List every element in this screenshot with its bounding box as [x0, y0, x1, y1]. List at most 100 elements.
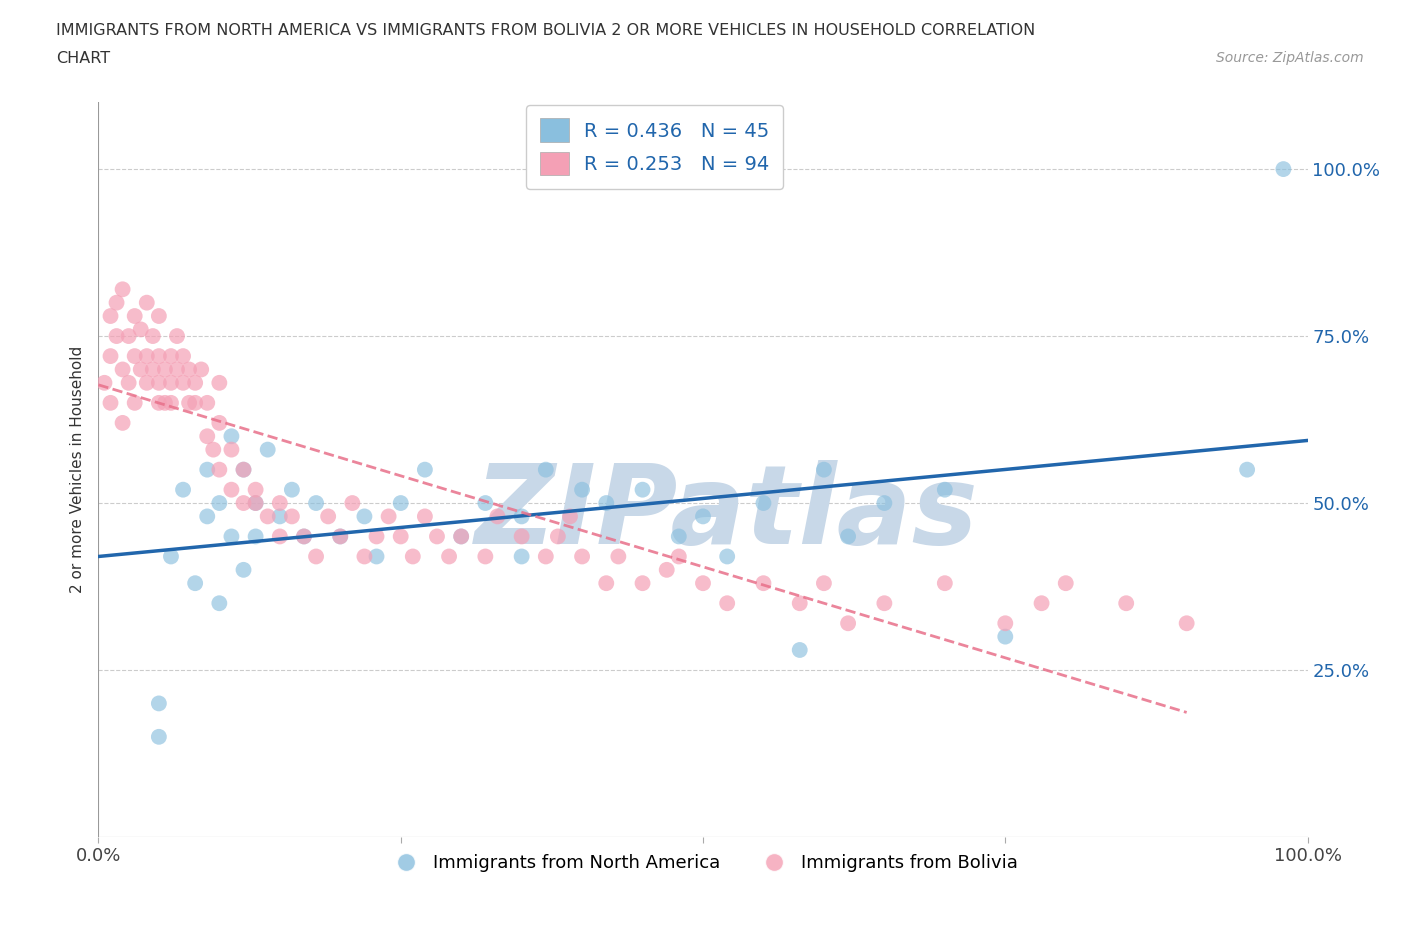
Point: [184, 376, 207, 391]
Point: [148, 729, 170, 744]
Point: [100, 309, 122, 324]
Point: [994, 616, 1017, 631]
Point: [245, 496, 267, 511]
Point: [160, 549, 183, 564]
Point: [510, 509, 533, 524]
Point: [1115, 596, 1137, 611]
Point: [716, 549, 738, 564]
Point: [426, 529, 449, 544]
Point: [202, 442, 225, 457]
Point: [934, 483, 956, 498]
Point: [256, 509, 278, 524]
Point: [124, 349, 146, 364]
Point: [166, 362, 188, 377]
Point: [142, 362, 165, 377]
Point: [111, 416, 134, 431]
Point: [342, 496, 364, 511]
Point: [232, 496, 254, 511]
Point: [160, 376, 183, 391]
Point: [752, 496, 775, 511]
Point: [195, 395, 218, 410]
Point: [153, 395, 176, 410]
Point: [752, 576, 775, 591]
Point: [135, 349, 157, 364]
Point: [692, 509, 714, 524]
Point: [1054, 576, 1077, 591]
Point: [510, 529, 533, 544]
Point: [934, 576, 956, 591]
Point: [166, 328, 188, 343]
Point: [195, 429, 218, 444]
Point: [195, 509, 218, 524]
Point: [153, 362, 176, 377]
Point: [994, 630, 1017, 644]
Point: [179, 362, 201, 377]
Point: [1031, 596, 1053, 611]
Point: [873, 496, 896, 511]
Point: [208, 416, 231, 431]
Point: [329, 529, 352, 544]
Point: [232, 462, 254, 477]
Point: [668, 549, 690, 564]
Point: [148, 349, 170, 364]
Point: [292, 529, 315, 544]
Point: [389, 496, 412, 511]
Point: [668, 529, 690, 544]
Point: [111, 362, 134, 377]
Point: [269, 529, 291, 544]
Point: [305, 549, 328, 564]
Point: [148, 696, 170, 711]
Point: [1272, 162, 1295, 177]
Point: [221, 483, 243, 498]
Point: [135, 295, 157, 310]
Point: [269, 509, 291, 524]
Point: [100, 349, 122, 364]
Point: [190, 362, 212, 377]
Point: [124, 309, 146, 324]
Point: [221, 529, 243, 544]
Text: CHART: CHART: [56, 51, 110, 66]
Point: [366, 549, 388, 564]
Point: [413, 509, 436, 524]
Point: [111, 282, 134, 297]
Point: [124, 395, 146, 410]
Point: [813, 576, 835, 591]
Point: [329, 529, 352, 544]
Point: [547, 529, 569, 544]
Point: [232, 563, 254, 578]
Point: [135, 376, 157, 391]
Point: [1236, 462, 1258, 477]
Point: [148, 309, 170, 324]
Point: [413, 462, 436, 477]
Point: [450, 529, 472, 544]
Point: [208, 596, 231, 611]
Point: [366, 529, 388, 544]
Point: [195, 462, 218, 477]
Point: [93, 376, 115, 391]
Point: [1175, 616, 1198, 631]
Point: [534, 549, 557, 564]
Point: [305, 496, 328, 511]
Point: [232, 462, 254, 477]
Point: [118, 328, 141, 343]
Point: [172, 376, 194, 391]
Point: [474, 496, 496, 511]
Text: IMMIGRANTS FROM NORTH AMERICA VS IMMIGRANTS FROM BOLIVIA 2 OR MORE VEHICLES IN H: IMMIGRANTS FROM NORTH AMERICA VS IMMIGRA…: [56, 23, 1035, 38]
Point: [789, 596, 811, 611]
Point: [148, 395, 170, 410]
Text: Source: ZipAtlas.com: Source: ZipAtlas.com: [1216, 51, 1364, 65]
Point: [292, 529, 315, 544]
Point: [208, 462, 231, 477]
Point: [281, 509, 304, 524]
Legend: Immigrants from North America, Immigrants from Bolivia: Immigrants from North America, Immigrant…: [381, 847, 1025, 880]
Point: [269, 496, 291, 511]
Point: [631, 483, 654, 498]
Point: [245, 529, 267, 544]
Point: [813, 462, 835, 477]
Point: [437, 549, 460, 564]
Point: [118, 376, 141, 391]
Point: [148, 376, 170, 391]
Point: [837, 616, 859, 631]
Point: [377, 509, 399, 524]
Point: [389, 529, 412, 544]
